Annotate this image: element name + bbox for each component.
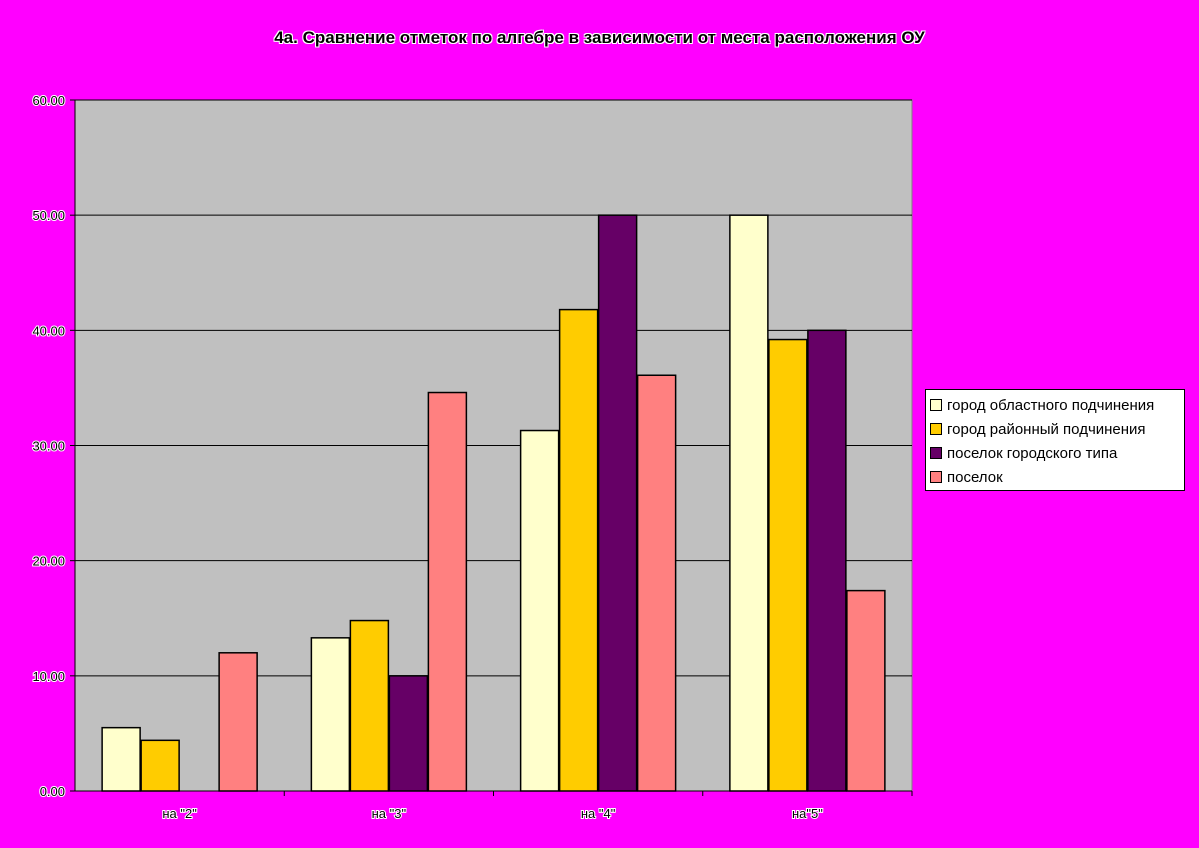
legend-swatch	[930, 399, 942, 411]
legend-swatch	[930, 423, 942, 435]
y-tick-label: 20.00	[32, 554, 65, 569]
bar	[807, 329, 847, 792]
y-tick-label: 30.00	[32, 439, 65, 454]
y-tick-label: 50.00	[32, 208, 65, 223]
y-tick-label: 0.00	[40, 784, 65, 799]
bar	[636, 374, 677, 792]
x-tick-label: на "3"	[372, 806, 407, 821]
legend-item-poselok: поселок	[930, 465, 1180, 489]
bar	[349, 619, 390, 792]
legend-label: город областного подчинения	[947, 396, 1155, 414]
bar	[768, 338, 808, 792]
legend-label: поселок городского типа	[947, 444, 1118, 462]
y-tick-label: 60.00	[32, 93, 65, 108]
bar	[519, 429, 560, 792]
legend-label: поселок	[947, 468, 1003, 486]
bar	[846, 589, 886, 792]
x-tick-label: на"5"	[792, 806, 823, 821]
bar	[729, 214, 769, 792]
y-tick-label: 10.00	[32, 669, 65, 684]
legend-swatch	[930, 447, 942, 459]
legend-item-gorod-raionnyi: город районный подчинения	[930, 417, 1180, 441]
chart-title: 4а. Сравнение отметок по алгебре в завис…	[274, 28, 925, 47]
legend-swatch	[930, 471, 942, 483]
bar	[597, 214, 638, 792]
bar	[558, 308, 599, 792]
x-tick-label: на "2"	[162, 806, 197, 821]
bar	[101, 726, 141, 792]
legend-label: город районный подчинения	[947, 420, 1146, 438]
bar	[427, 391, 468, 792]
legend: город областного подчинения город районн…	[925, 389, 1185, 491]
bar	[218, 652, 258, 792]
bar	[140, 739, 180, 792]
bar	[388, 675, 429, 792]
y-tick-label: 40.00	[32, 323, 65, 338]
x-tick-label: на "4"	[581, 806, 616, 821]
legend-item-gorod-oblastnogo: город областного подчинения	[930, 393, 1180, 417]
bar	[310, 637, 351, 792]
legend-item-poselok-gorodskogo-tipa: поселок городского типа	[930, 441, 1180, 465]
